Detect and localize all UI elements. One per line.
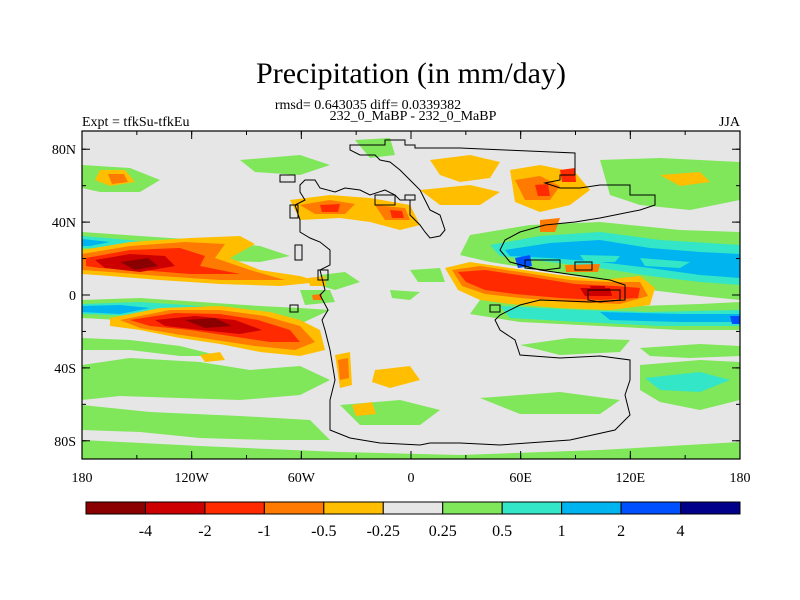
colorbar-swatch <box>85 501 146 515</box>
chart-title: Precipitation (in mm/day) <box>256 57 566 90</box>
y-tick-label: 40N <box>52 216 76 231</box>
experiment-label: Expt = tfkSu-tfkEu <box>82 115 189 130</box>
east-island-d <box>489 304 501 313</box>
center-label: 232_0_MaBP - 232_0_MaBP <box>330 109 497 124</box>
colorbar-swatch <box>620 501 682 515</box>
season-label: JJA <box>719 115 741 130</box>
north-arc-a <box>279 174 296 183</box>
indian-ocean-dry-band <box>308 262 655 416</box>
tethys-island-d <box>289 304 299 313</box>
tethys-island-c <box>317 269 329 281</box>
chart-subtitle: rmsd= 0.643035 diff= 0.0339382 <box>275 98 461 113</box>
south-pacific-dry-band <box>110 306 325 362</box>
east-island-c <box>587 289 621 303</box>
x-tick-label: 0 <box>408 471 415 486</box>
colorbar-label: -0.25 <box>367 523 400 540</box>
colorbar-swatch <box>382 501 444 515</box>
colorbar-label: -2 <box>198 523 211 540</box>
map-plot-area <box>82 131 740 459</box>
tethys-dry-patch <box>290 155 590 232</box>
y-tick-label: 40S <box>54 362 76 377</box>
tethys-island-a <box>289 204 299 219</box>
colorbar-swatch <box>263 501 325 515</box>
colorbar-label: -1 <box>258 523 271 540</box>
axes: 180 120W 60W 0 60E 120E 180 80N 40N 0 40S 80S <box>52 131 751 486</box>
north-pacific-dry-band <box>82 236 320 286</box>
colorbar-label: 0.25 <box>429 523 457 540</box>
y-tick-label: 80S <box>54 435 76 450</box>
x-tick-label: 60W <box>288 471 316 486</box>
tethys-island-b <box>294 244 303 261</box>
colorbar-swatch <box>561 501 622 515</box>
continent-outlines <box>279 139 656 446</box>
colorbar-swatch <box>442 501 503 515</box>
colorbar: -4 -2 -1 -0.5 -0.25 0.25 0.5 1 2 4 <box>85 501 741 540</box>
colorbar-label: 1 <box>558 523 566 540</box>
colorbar-swatch <box>501 501 563 515</box>
x-tick-label: 120W <box>175 471 210 486</box>
colorbar-label: 2 <box>617 523 625 540</box>
eastern-wet-band <box>460 222 740 300</box>
pangaea-outline <box>294 139 656 446</box>
north-arc-b <box>374 194 396 206</box>
colorbar-swatch <box>323 501 384 515</box>
x-tick-label: 120E <box>616 471 646 486</box>
x-tick-label: 60E <box>509 471 532 486</box>
colorbar-label: -4 <box>139 523 152 540</box>
north-arc-c <box>404 194 416 201</box>
x-tick-label: 180 <box>730 471 751 486</box>
x-tick-label: 180 <box>72 471 93 486</box>
northern-wet-patches <box>82 138 740 210</box>
y-tick-label: 80N <box>52 143 76 158</box>
colorbar-swatch <box>680 501 741 515</box>
east-island-a <box>524 259 561 271</box>
colorbar-swatch <box>144 501 206 515</box>
colorbar-label: 0.5 <box>492 523 512 540</box>
colorbar-swatch <box>204 501 265 515</box>
colorbar-label: 4 <box>677 523 685 540</box>
east-island-b <box>574 261 593 271</box>
colorbar-label: -0.5 <box>311 523 336 540</box>
y-tick-label: 0 <box>69 289 76 304</box>
